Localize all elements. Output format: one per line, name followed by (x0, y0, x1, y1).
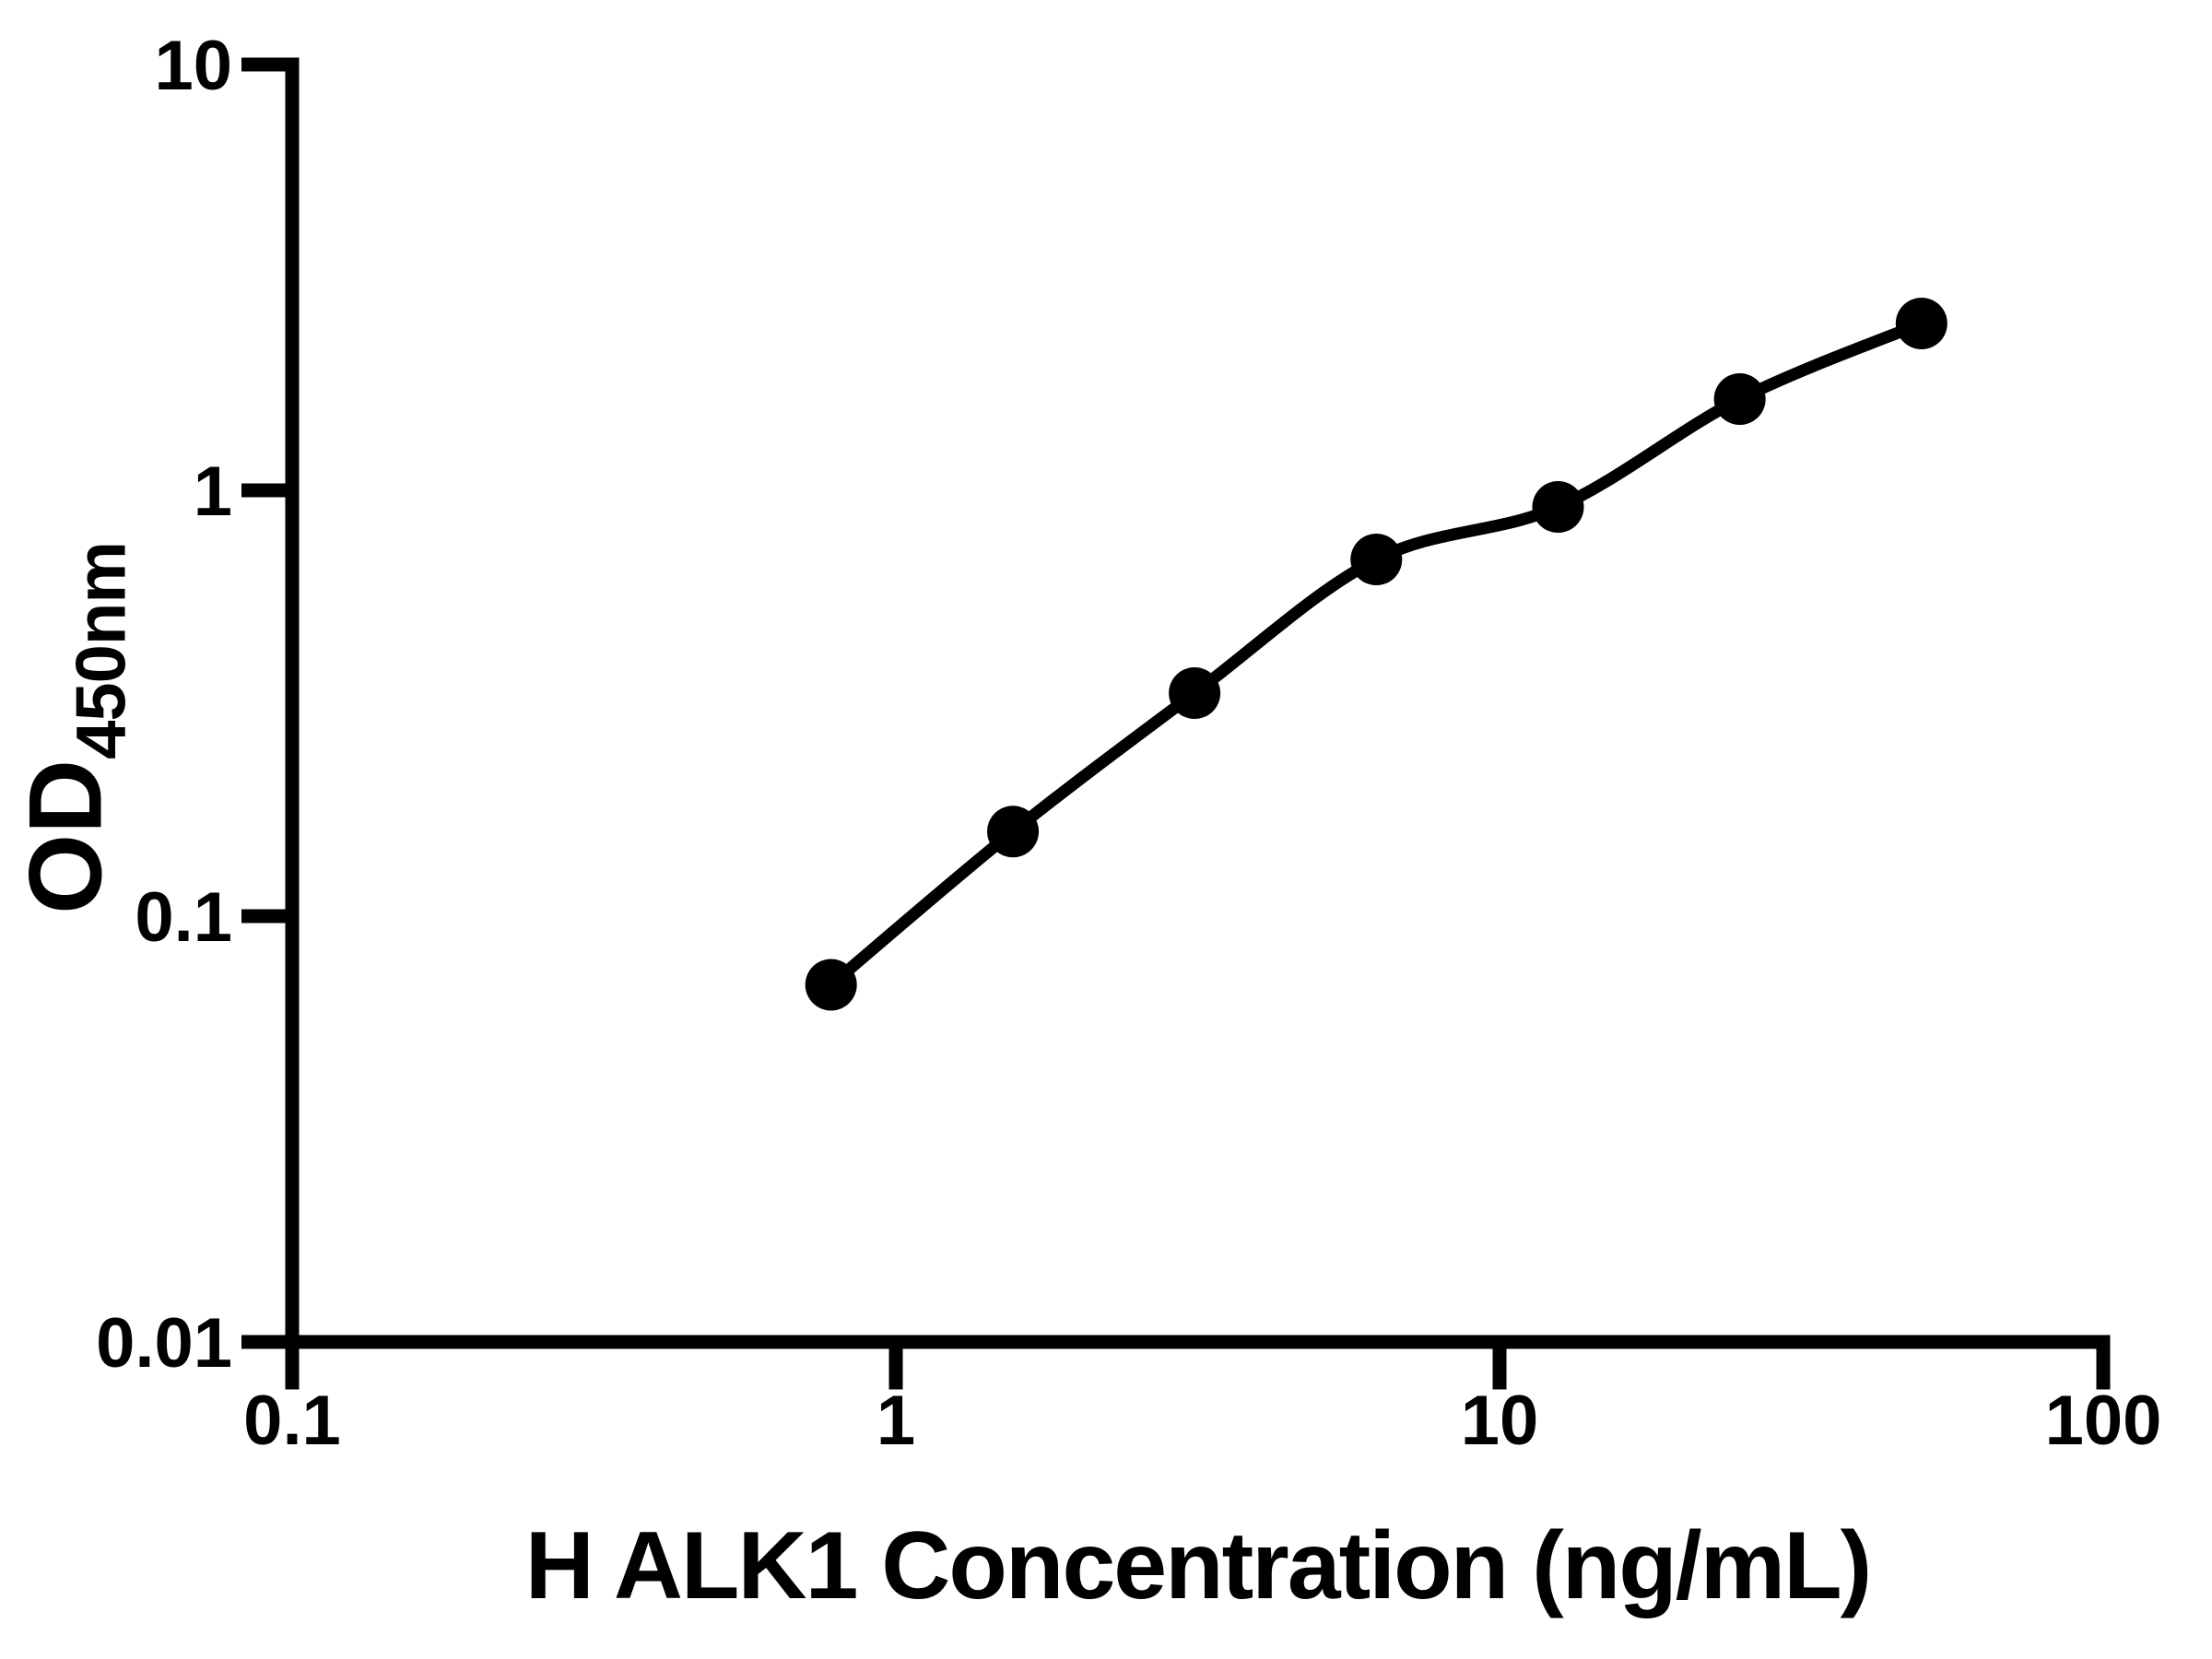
data-point (1169, 667, 1221, 720)
y-tick-label: 10 (154, 27, 232, 105)
data-point (1895, 297, 1947, 349)
y-tick-label: 0.01 (96, 1304, 232, 1382)
y-tick-label: 1 (194, 453, 232, 531)
y-tick-label: 0.1 (135, 878, 232, 957)
data-point (987, 806, 1040, 858)
x-tick-label: 100 (2045, 1382, 2162, 1460)
x-tick-label: 0.1 (243, 1382, 341, 1460)
data-point (1532, 481, 1584, 534)
x-tick-label: 10 (1461, 1382, 1539, 1460)
data-point (1350, 534, 1403, 586)
data-point (1713, 372, 1766, 425)
fitted-curve (825, 317, 1928, 991)
y-axis-title: OD450nm (6, 542, 142, 914)
data-point (805, 959, 857, 1011)
x-axis-title: H ALK1 Concentration (ng/mL) (524, 1512, 1873, 1619)
y-axis-title-subscript: 450nm (62, 542, 141, 759)
y-axis-title-main: OD (7, 759, 124, 914)
x-tick-label: 1 (877, 1382, 915, 1460)
